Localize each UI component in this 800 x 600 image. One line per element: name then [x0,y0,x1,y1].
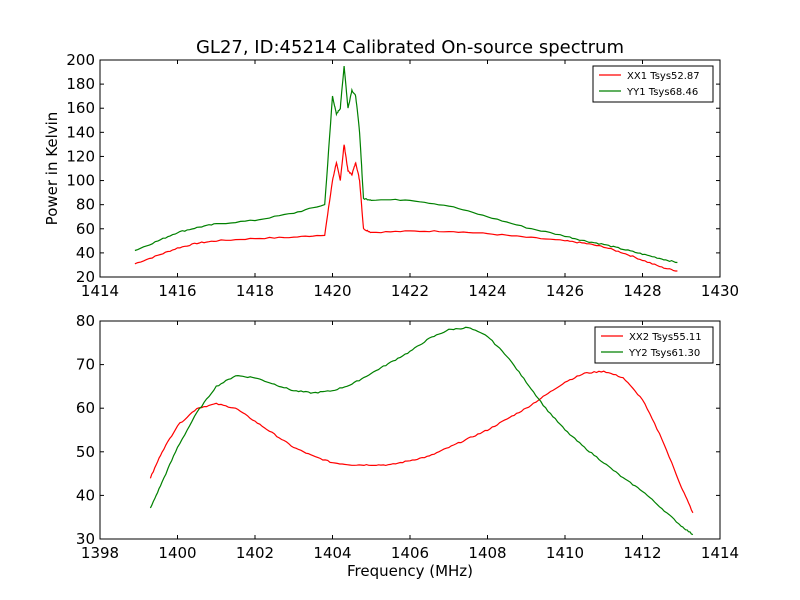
x-tick-label: 1422 [391,282,429,300]
y-tick-label: 70 [76,356,95,374]
y-tick-label: 30 [76,530,95,548]
y-tick-label: 160 [66,99,95,117]
series-lines [149,326,694,536]
x-tick-label: 1430 [701,282,739,300]
y-tick-label: 50 [76,443,95,461]
y-tick-label: 120 [66,147,95,165]
x-tick-label: 1414 [81,282,119,300]
legend: XX2 Tsys55.11 YY2 Tsys61.30 [594,326,714,364]
y-tick-label: 60 [76,399,95,417]
y-tick-label: 40 [76,244,95,262]
y-tick-label: 40 [76,486,95,504]
y-tick-label: 20 [76,268,95,286]
x-tick-label: 1402 [236,544,274,562]
x-tick-label: 1400 [158,544,196,562]
x-tick-label: 1426 [546,282,584,300]
x-tick-label: 1418 [236,282,274,300]
series-line-xx [134,144,678,272]
x-tick-label: 1414 [701,544,739,562]
legend-box [594,326,714,364]
x-tick-label: 1424 [468,282,506,300]
x-axis-label: Frequency (MHz) [347,562,473,580]
legend-entry: XX2 Tsys55.11 [629,332,702,343]
y-tick-label: 80 [76,196,95,214]
x-tick-label: 1398 [81,544,119,562]
x-tick-label: 1404 [313,544,351,562]
legend-entry: YY1 Tsys68.46 [626,87,698,98]
y-tick-label: 100 [66,172,95,190]
y-axis-label: Power in Kelvin [43,112,61,226]
legend-box [592,65,714,103]
series-line-yy [134,66,678,264]
series-line-xx [149,370,694,514]
x-tick-label: 1428 [623,282,661,300]
legend-entry: XX1 Tsys52.87 [627,71,700,82]
y-tick-label: 180 [66,75,95,93]
legend-entry: YY2 Tsys61.30 [628,348,700,359]
legend: XX1 Tsys52.87 YY1 Tsys68.46 [592,65,714,103]
plot-top: 1414 1416 1418 1420 1422 1424 1426 1428 1430 20 40… [43,51,739,300]
x-tick-label: 1412 [623,544,661,562]
y-tick-label: 80 [76,312,95,330]
plot-bottom: 1398 1400 1402 1404 1406 1408 1410 1412 1414 30 40… [76,312,739,580]
chart-title: GL27, ID:45214 Calibrated On-source spec… [196,37,624,58]
x-tick-label: 1406 [391,544,429,562]
y-tick-label: 140 [66,123,95,141]
y-tick-label: 60 [76,220,95,238]
x-tick-label: 1410 [546,544,584,562]
x-tick-label: 1416 [158,282,196,300]
y-tick-label: 200 [66,51,95,69]
series-line-yy [149,326,694,536]
series-lines [134,66,678,272]
x-tick-label: 1408 [468,544,506,562]
x-tick-label: 1420 [313,282,351,300]
